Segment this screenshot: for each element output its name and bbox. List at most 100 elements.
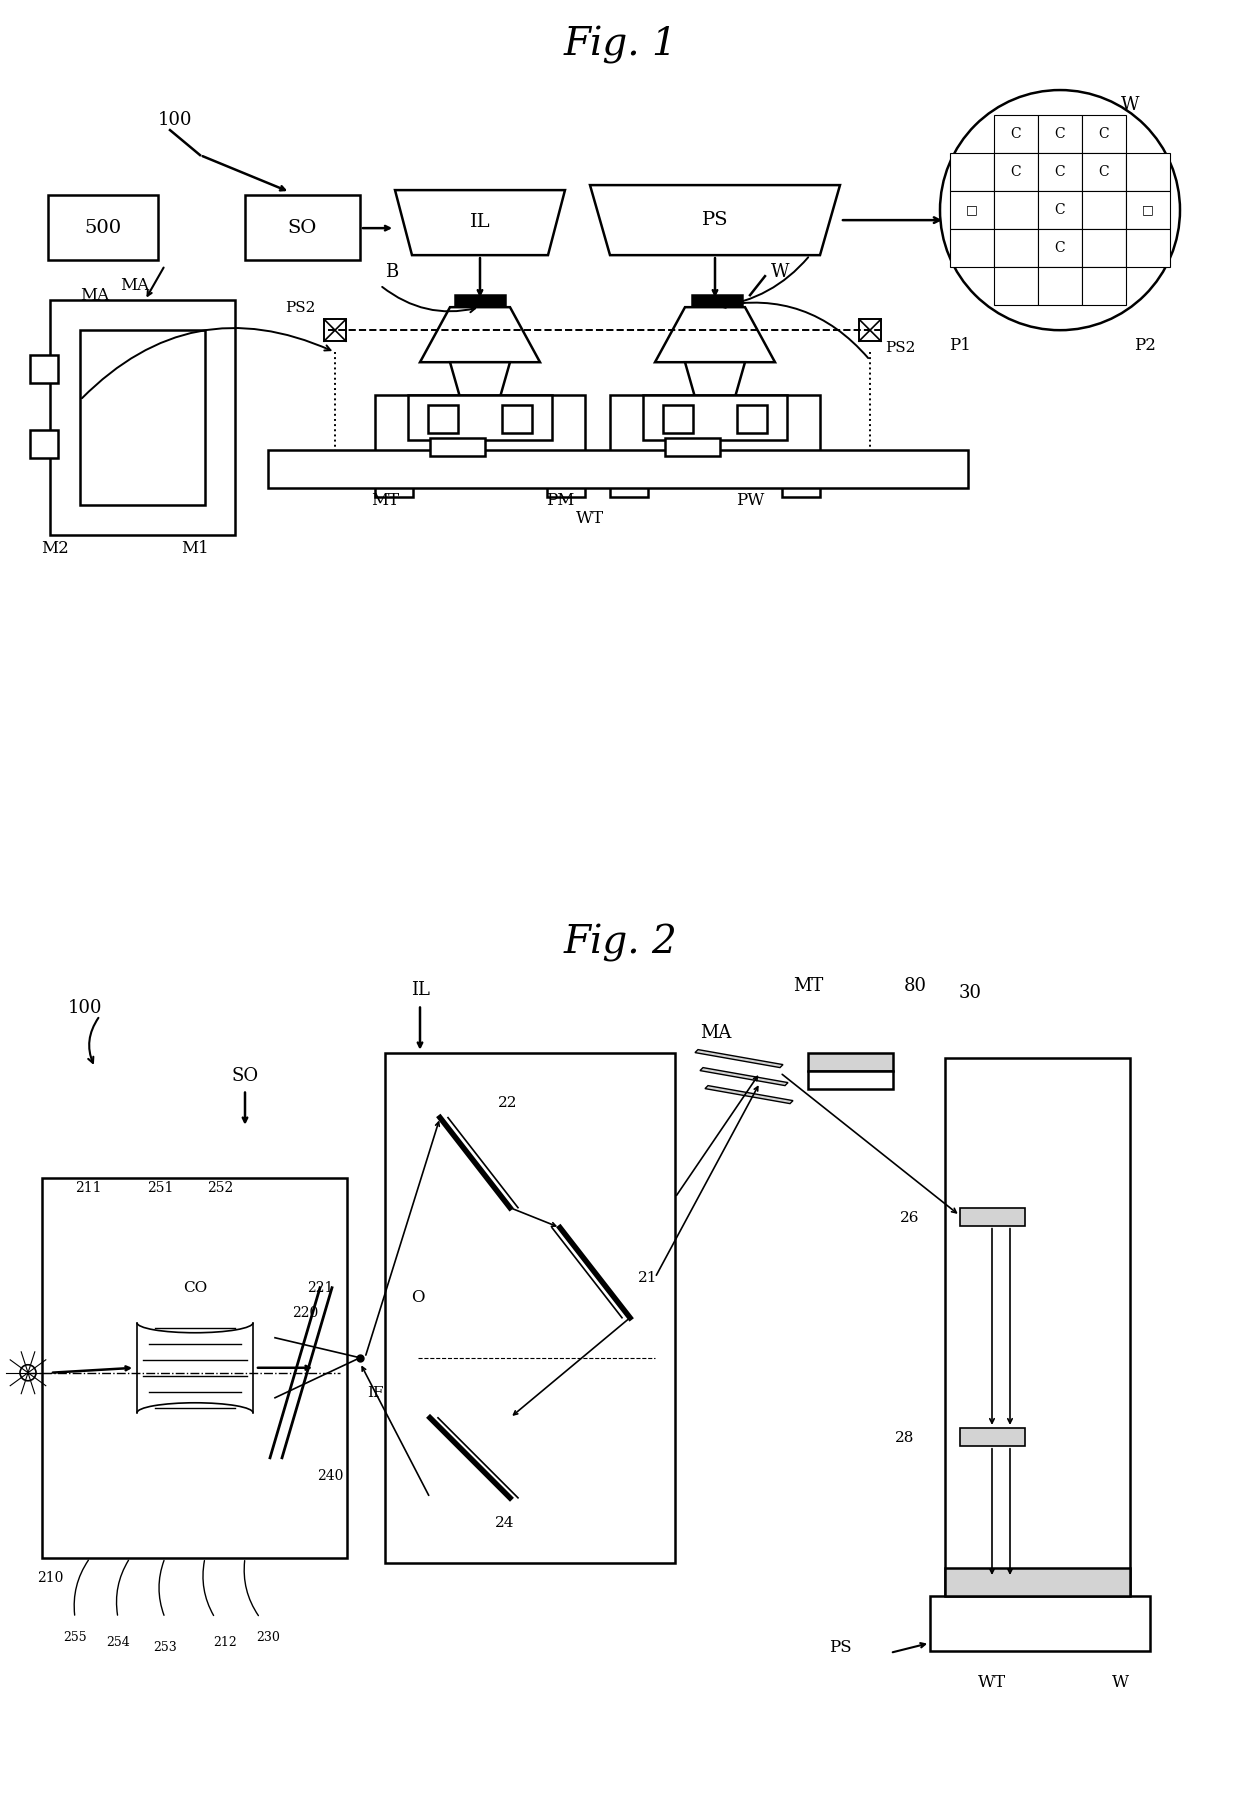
Polygon shape xyxy=(701,1068,787,1086)
FancyBboxPatch shape xyxy=(950,153,994,190)
Text: C: C xyxy=(1011,165,1022,180)
Text: 30: 30 xyxy=(959,984,982,1002)
Text: 26: 26 xyxy=(900,1210,920,1224)
Text: C: C xyxy=(1011,127,1022,142)
Text: 212: 212 xyxy=(213,1637,237,1650)
Text: IL: IL xyxy=(410,980,429,998)
Text: WT: WT xyxy=(978,1675,1006,1691)
FancyBboxPatch shape xyxy=(960,1427,1025,1445)
Text: 220: 220 xyxy=(291,1305,319,1319)
Text: SO: SO xyxy=(288,219,316,237)
FancyBboxPatch shape xyxy=(644,395,787,440)
FancyBboxPatch shape xyxy=(994,190,1038,230)
Text: 500: 500 xyxy=(84,219,122,237)
Text: PS2: PS2 xyxy=(885,341,915,355)
FancyBboxPatch shape xyxy=(1038,190,1083,230)
FancyBboxPatch shape xyxy=(430,438,485,456)
Polygon shape xyxy=(684,363,745,397)
Text: □: □ xyxy=(1142,203,1154,217)
FancyBboxPatch shape xyxy=(1038,153,1083,190)
FancyBboxPatch shape xyxy=(1038,267,1083,305)
FancyBboxPatch shape xyxy=(945,1057,1130,1637)
FancyBboxPatch shape xyxy=(246,196,360,260)
Text: Fig. 1: Fig. 1 xyxy=(563,25,677,65)
Text: IF: IF xyxy=(367,1386,383,1400)
FancyBboxPatch shape xyxy=(610,395,820,476)
FancyBboxPatch shape xyxy=(268,451,968,488)
Text: C: C xyxy=(1055,203,1065,217)
FancyBboxPatch shape xyxy=(30,355,58,382)
Circle shape xyxy=(20,1364,36,1380)
FancyBboxPatch shape xyxy=(48,196,157,260)
Text: □: □ xyxy=(966,203,978,217)
Text: 230: 230 xyxy=(257,1632,280,1644)
FancyBboxPatch shape xyxy=(782,465,820,497)
FancyBboxPatch shape xyxy=(1126,153,1171,190)
FancyBboxPatch shape xyxy=(665,438,720,456)
Text: C: C xyxy=(1099,165,1110,180)
Text: P2: P2 xyxy=(1135,337,1156,354)
FancyBboxPatch shape xyxy=(610,465,649,497)
Text: 22: 22 xyxy=(498,1095,518,1109)
Polygon shape xyxy=(396,190,565,255)
FancyBboxPatch shape xyxy=(994,230,1038,267)
FancyBboxPatch shape xyxy=(950,230,994,267)
Text: C: C xyxy=(1055,165,1065,180)
Text: 255: 255 xyxy=(63,1632,87,1644)
Text: 100: 100 xyxy=(68,998,103,1016)
Text: W: W xyxy=(771,264,789,282)
FancyBboxPatch shape xyxy=(374,465,413,497)
Text: MT: MT xyxy=(792,976,823,994)
FancyBboxPatch shape xyxy=(945,1567,1130,1596)
Text: PW: PW xyxy=(735,492,764,508)
FancyBboxPatch shape xyxy=(1126,190,1171,230)
FancyBboxPatch shape xyxy=(950,190,994,230)
Text: C: C xyxy=(1099,127,1110,142)
FancyBboxPatch shape xyxy=(324,320,346,341)
Polygon shape xyxy=(706,1086,794,1104)
Text: 210: 210 xyxy=(37,1571,63,1585)
Text: PS: PS xyxy=(702,212,728,230)
Text: O: O xyxy=(412,1289,425,1307)
FancyBboxPatch shape xyxy=(1083,115,1126,153)
Text: 221: 221 xyxy=(306,1280,334,1294)
FancyBboxPatch shape xyxy=(1038,230,1083,267)
Text: 211: 211 xyxy=(74,1181,102,1195)
FancyBboxPatch shape xyxy=(428,406,458,433)
Text: SO: SO xyxy=(232,1066,259,1084)
Text: CO: CO xyxy=(182,1280,207,1294)
Text: 240: 240 xyxy=(316,1468,343,1483)
Text: MA: MA xyxy=(701,1023,732,1041)
FancyBboxPatch shape xyxy=(547,465,585,497)
Polygon shape xyxy=(590,185,839,255)
Text: PS: PS xyxy=(830,1639,852,1657)
Polygon shape xyxy=(450,363,510,397)
FancyBboxPatch shape xyxy=(808,1070,893,1088)
Polygon shape xyxy=(694,1050,782,1068)
Text: 80: 80 xyxy=(904,976,926,994)
Text: M1: M1 xyxy=(181,540,208,556)
Text: 252: 252 xyxy=(207,1181,233,1195)
FancyBboxPatch shape xyxy=(42,1178,347,1558)
FancyBboxPatch shape xyxy=(930,1596,1149,1651)
Text: WT: WT xyxy=(575,510,604,526)
Text: 21: 21 xyxy=(639,1271,657,1285)
Text: MA: MA xyxy=(120,276,150,294)
Text: PS2: PS2 xyxy=(285,302,315,316)
FancyBboxPatch shape xyxy=(1038,115,1083,153)
FancyBboxPatch shape xyxy=(81,330,205,504)
FancyBboxPatch shape xyxy=(692,294,742,307)
FancyBboxPatch shape xyxy=(408,395,552,440)
FancyBboxPatch shape xyxy=(663,406,693,433)
FancyBboxPatch shape xyxy=(455,294,505,307)
Text: C: C xyxy=(1055,241,1065,255)
Text: B: B xyxy=(386,264,398,282)
FancyBboxPatch shape xyxy=(374,395,585,476)
FancyBboxPatch shape xyxy=(859,320,880,341)
FancyBboxPatch shape xyxy=(737,406,768,433)
FancyBboxPatch shape xyxy=(1083,190,1126,230)
Text: 251: 251 xyxy=(146,1181,174,1195)
Text: 253: 253 xyxy=(153,1641,177,1655)
Text: 24: 24 xyxy=(495,1515,515,1529)
Text: 254: 254 xyxy=(107,1637,130,1650)
